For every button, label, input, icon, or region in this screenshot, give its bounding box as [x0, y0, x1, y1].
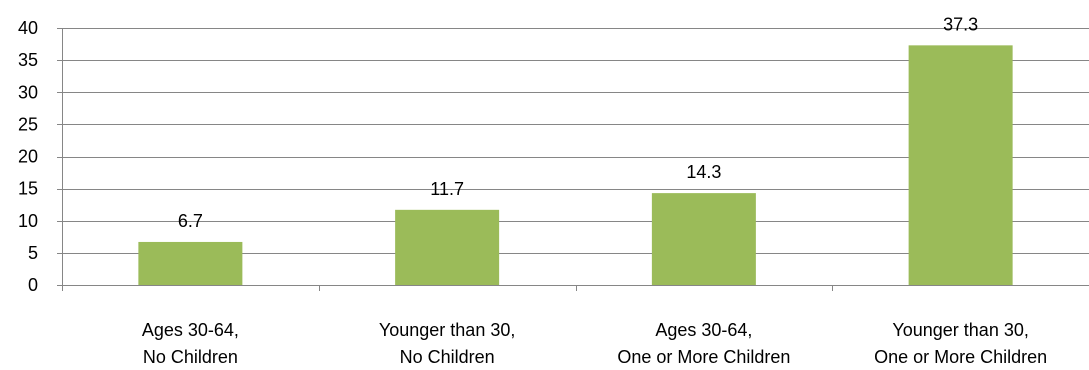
y-tick-label-30: 30	[18, 82, 38, 102]
category-label-2-line-2: No Children	[400, 347, 495, 367]
category-label-3-line-2: One or More Children	[617, 347, 790, 367]
y-tick-label-0: 0	[28, 275, 38, 295]
y-axis-tick-labels: 0 5 10 15 20 25 30 35 40	[18, 18, 38, 295]
x-axis	[62, 28, 1089, 291]
y-tick-label-40: 40	[18, 18, 38, 38]
bar-2	[395, 209, 500, 285]
y-tick-label-5: 5	[28, 243, 38, 263]
y-tick-label-15: 15	[18, 179, 38, 199]
bars	[138, 45, 1013, 285]
y-tick-label-35: 35	[18, 50, 38, 70]
data-label-3: 14.3	[686, 162, 721, 182]
y-tick-label-10: 10	[18, 211, 38, 231]
y-tick-label-20: 20	[18, 147, 38, 167]
data-labels: 6.7 11.7 14.3 37.3	[178, 14, 978, 231]
category-label-1-line-1: Ages 30-64,	[142, 320, 239, 340]
y-tick-label-25: 25	[18, 114, 38, 134]
category-label-4-line-2: One or More Children	[874, 347, 1047, 367]
bar-1	[138, 241, 243, 285]
data-label-1: 6.7	[178, 211, 203, 231]
bar-3	[651, 193, 756, 285]
category-label-2-line-1: Younger than 30,	[379, 320, 515, 340]
category-label-3-line-1: Ages 30-64,	[655, 320, 752, 340]
bar-4	[908, 45, 1013, 285]
x-axis-category-labels: Ages 30-64, No Children Younger than 30, No…	[142, 320, 1047, 367]
category-label-1-line-2: No Children	[143, 347, 238, 367]
data-label-2: 11.7	[430, 179, 464, 199]
category-label-4-line-1: Younger than 30,	[892, 320, 1028, 340]
data-label-4: 37.3	[943, 14, 978, 34]
